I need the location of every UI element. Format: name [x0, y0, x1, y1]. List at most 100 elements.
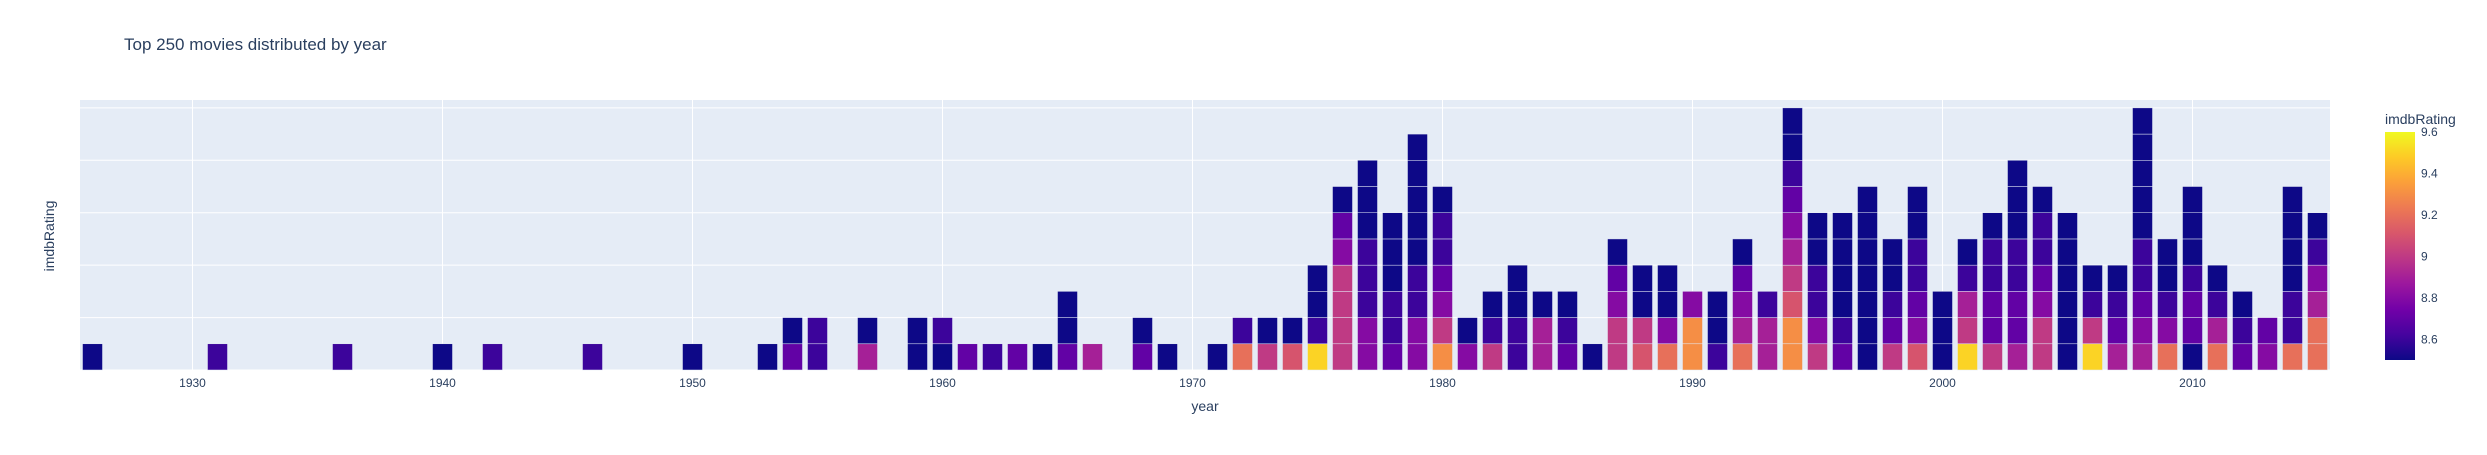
bar-segment[interactable] [907, 343, 928, 371]
bar-1940[interactable] [432, 343, 453, 371]
bar-1950[interactable] [682, 343, 703, 371]
bar-segment[interactable] [1332, 238, 1353, 266]
bar-segment[interactable] [1857, 291, 1878, 318]
bar-1963[interactable] [1007, 343, 1028, 371]
bar-segment[interactable] [1382, 264, 1403, 292]
bar-segment[interactable] [1982, 264, 2003, 292]
bar-segment[interactable] [2057, 317, 2078, 345]
bar-segment[interactable] [1432, 264, 1453, 292]
bar-segment[interactable] [1757, 291, 1778, 318]
bar-segment[interactable] [682, 343, 703, 371]
bar-1974[interactable] [1282, 317, 1303, 371]
bar-segment[interactable] [2007, 238, 2028, 266]
bar-2007[interactable] [2107, 264, 2128, 371]
bar-segment[interactable] [2307, 212, 2328, 240]
bar-segment[interactable] [2307, 264, 2328, 292]
bar-segment[interactable] [1782, 160, 1803, 187]
bar-segment[interactable] [1807, 238, 1828, 266]
bar-segment[interactable] [1757, 343, 1778, 371]
bar-segment[interactable] [1607, 238, 1628, 266]
bar-1984[interactable] [1532, 291, 1553, 371]
bar-segment[interactable] [1482, 291, 1503, 318]
bar-segment[interactable] [1232, 343, 1253, 371]
bar-segment[interactable] [1757, 317, 1778, 345]
bar-segment[interactable] [1332, 291, 1353, 318]
bar-segment[interactable] [1357, 317, 1378, 345]
bar-segment[interactable] [1782, 264, 1803, 292]
bar-segment[interactable] [1282, 317, 1303, 345]
bar-segment[interactable] [1407, 160, 1428, 187]
bar-segment[interactable] [2132, 186, 2153, 213]
bar-segment[interactable] [1932, 317, 1953, 345]
bar-1980[interactable] [1432, 186, 1453, 371]
bar-1926[interactable] [82, 343, 103, 371]
bar-2000[interactable] [1932, 291, 1953, 371]
bar-segment[interactable] [1332, 264, 1353, 292]
bar-segment[interactable] [2007, 264, 2028, 292]
bar-segment[interactable] [932, 343, 953, 371]
bar-segment[interactable] [1807, 264, 1828, 292]
bar-segment[interactable] [1807, 343, 1828, 371]
bar-segment[interactable] [1357, 264, 1378, 292]
bars[interactable] [82, 107, 2328, 371]
bar-segment[interactable] [2232, 343, 2253, 371]
bar-segment[interactable] [1907, 291, 1928, 318]
bar-segment[interactable] [1532, 317, 1553, 345]
bar-segment[interactable] [1432, 238, 1453, 266]
bar-1964[interactable] [1032, 343, 1053, 371]
bar-segment[interactable] [1407, 212, 1428, 240]
bar-segment[interactable] [1857, 264, 1878, 292]
bar-segment[interactable] [1682, 291, 1703, 318]
bar-segment[interactable] [1132, 343, 1153, 371]
bar-segment[interactable] [1657, 343, 1678, 371]
bar-segment[interactable] [1432, 186, 1453, 213]
bar-2004[interactable] [2032, 186, 2053, 371]
bar-1931[interactable] [207, 343, 228, 371]
bar-segment[interactable] [1857, 212, 1878, 240]
bar-segment[interactable] [2107, 291, 2128, 318]
bar-1998[interactable] [1882, 238, 1903, 371]
bar-segment[interactable] [1507, 291, 1528, 318]
bar-segment[interactable] [1382, 212, 1403, 240]
bar-segment[interactable] [1432, 212, 1453, 240]
bar-1979[interactable] [1407, 133, 1428, 371]
bar-1997[interactable] [1857, 186, 1878, 371]
bar-segment[interactable] [207, 343, 228, 371]
bar-segment[interactable] [1657, 291, 1678, 318]
bar-segment[interactable] [1632, 264, 1653, 292]
bar-1966[interactable] [1082, 343, 1103, 371]
bar-segment[interactable] [1207, 343, 1228, 371]
bar-segment[interactable] [2182, 317, 2203, 345]
bar-segment[interactable] [1657, 264, 1678, 292]
bar-segment[interactable] [2207, 317, 2228, 345]
bar-1946[interactable] [582, 343, 603, 371]
bar-segment[interactable] [1882, 317, 1903, 345]
bar-segment[interactable] [2132, 317, 2153, 345]
bar-segment[interactable] [1432, 291, 1453, 318]
bar-1982[interactable] [1482, 291, 1503, 371]
bar-segment[interactable] [1332, 317, 1353, 345]
bar-segment[interactable] [1957, 317, 1978, 345]
bar-segment[interactable] [1457, 317, 1478, 345]
bar-1969[interactable] [1157, 343, 1178, 371]
bar-segment[interactable] [582, 343, 603, 371]
bar-segment[interactable] [1682, 343, 1703, 371]
bar-segment[interactable] [907, 317, 928, 345]
bar-segment[interactable] [1557, 317, 1578, 345]
bar-segment[interactable] [1382, 291, 1403, 318]
bar-segment[interactable] [1432, 317, 1453, 345]
bar-segment[interactable] [2107, 317, 2128, 345]
bar-segment[interactable] [1307, 291, 1328, 318]
bar-segment[interactable] [1307, 264, 1328, 292]
bar-1971[interactable] [1207, 343, 1228, 371]
bar-1990[interactable] [1682, 291, 1703, 371]
bar-segment[interactable] [1407, 264, 1428, 292]
bar-segment[interactable] [1882, 264, 1903, 292]
bar-segment[interactable] [1782, 343, 1803, 371]
bar-segment[interactable] [1857, 317, 1878, 345]
bar-1972[interactable] [1232, 317, 1253, 371]
bar-segment[interactable] [1057, 291, 1078, 318]
bar-segment[interactable] [1957, 343, 1978, 371]
bar-segment[interactable] [2132, 107, 2153, 135]
bar-1992[interactable] [1732, 238, 1753, 371]
